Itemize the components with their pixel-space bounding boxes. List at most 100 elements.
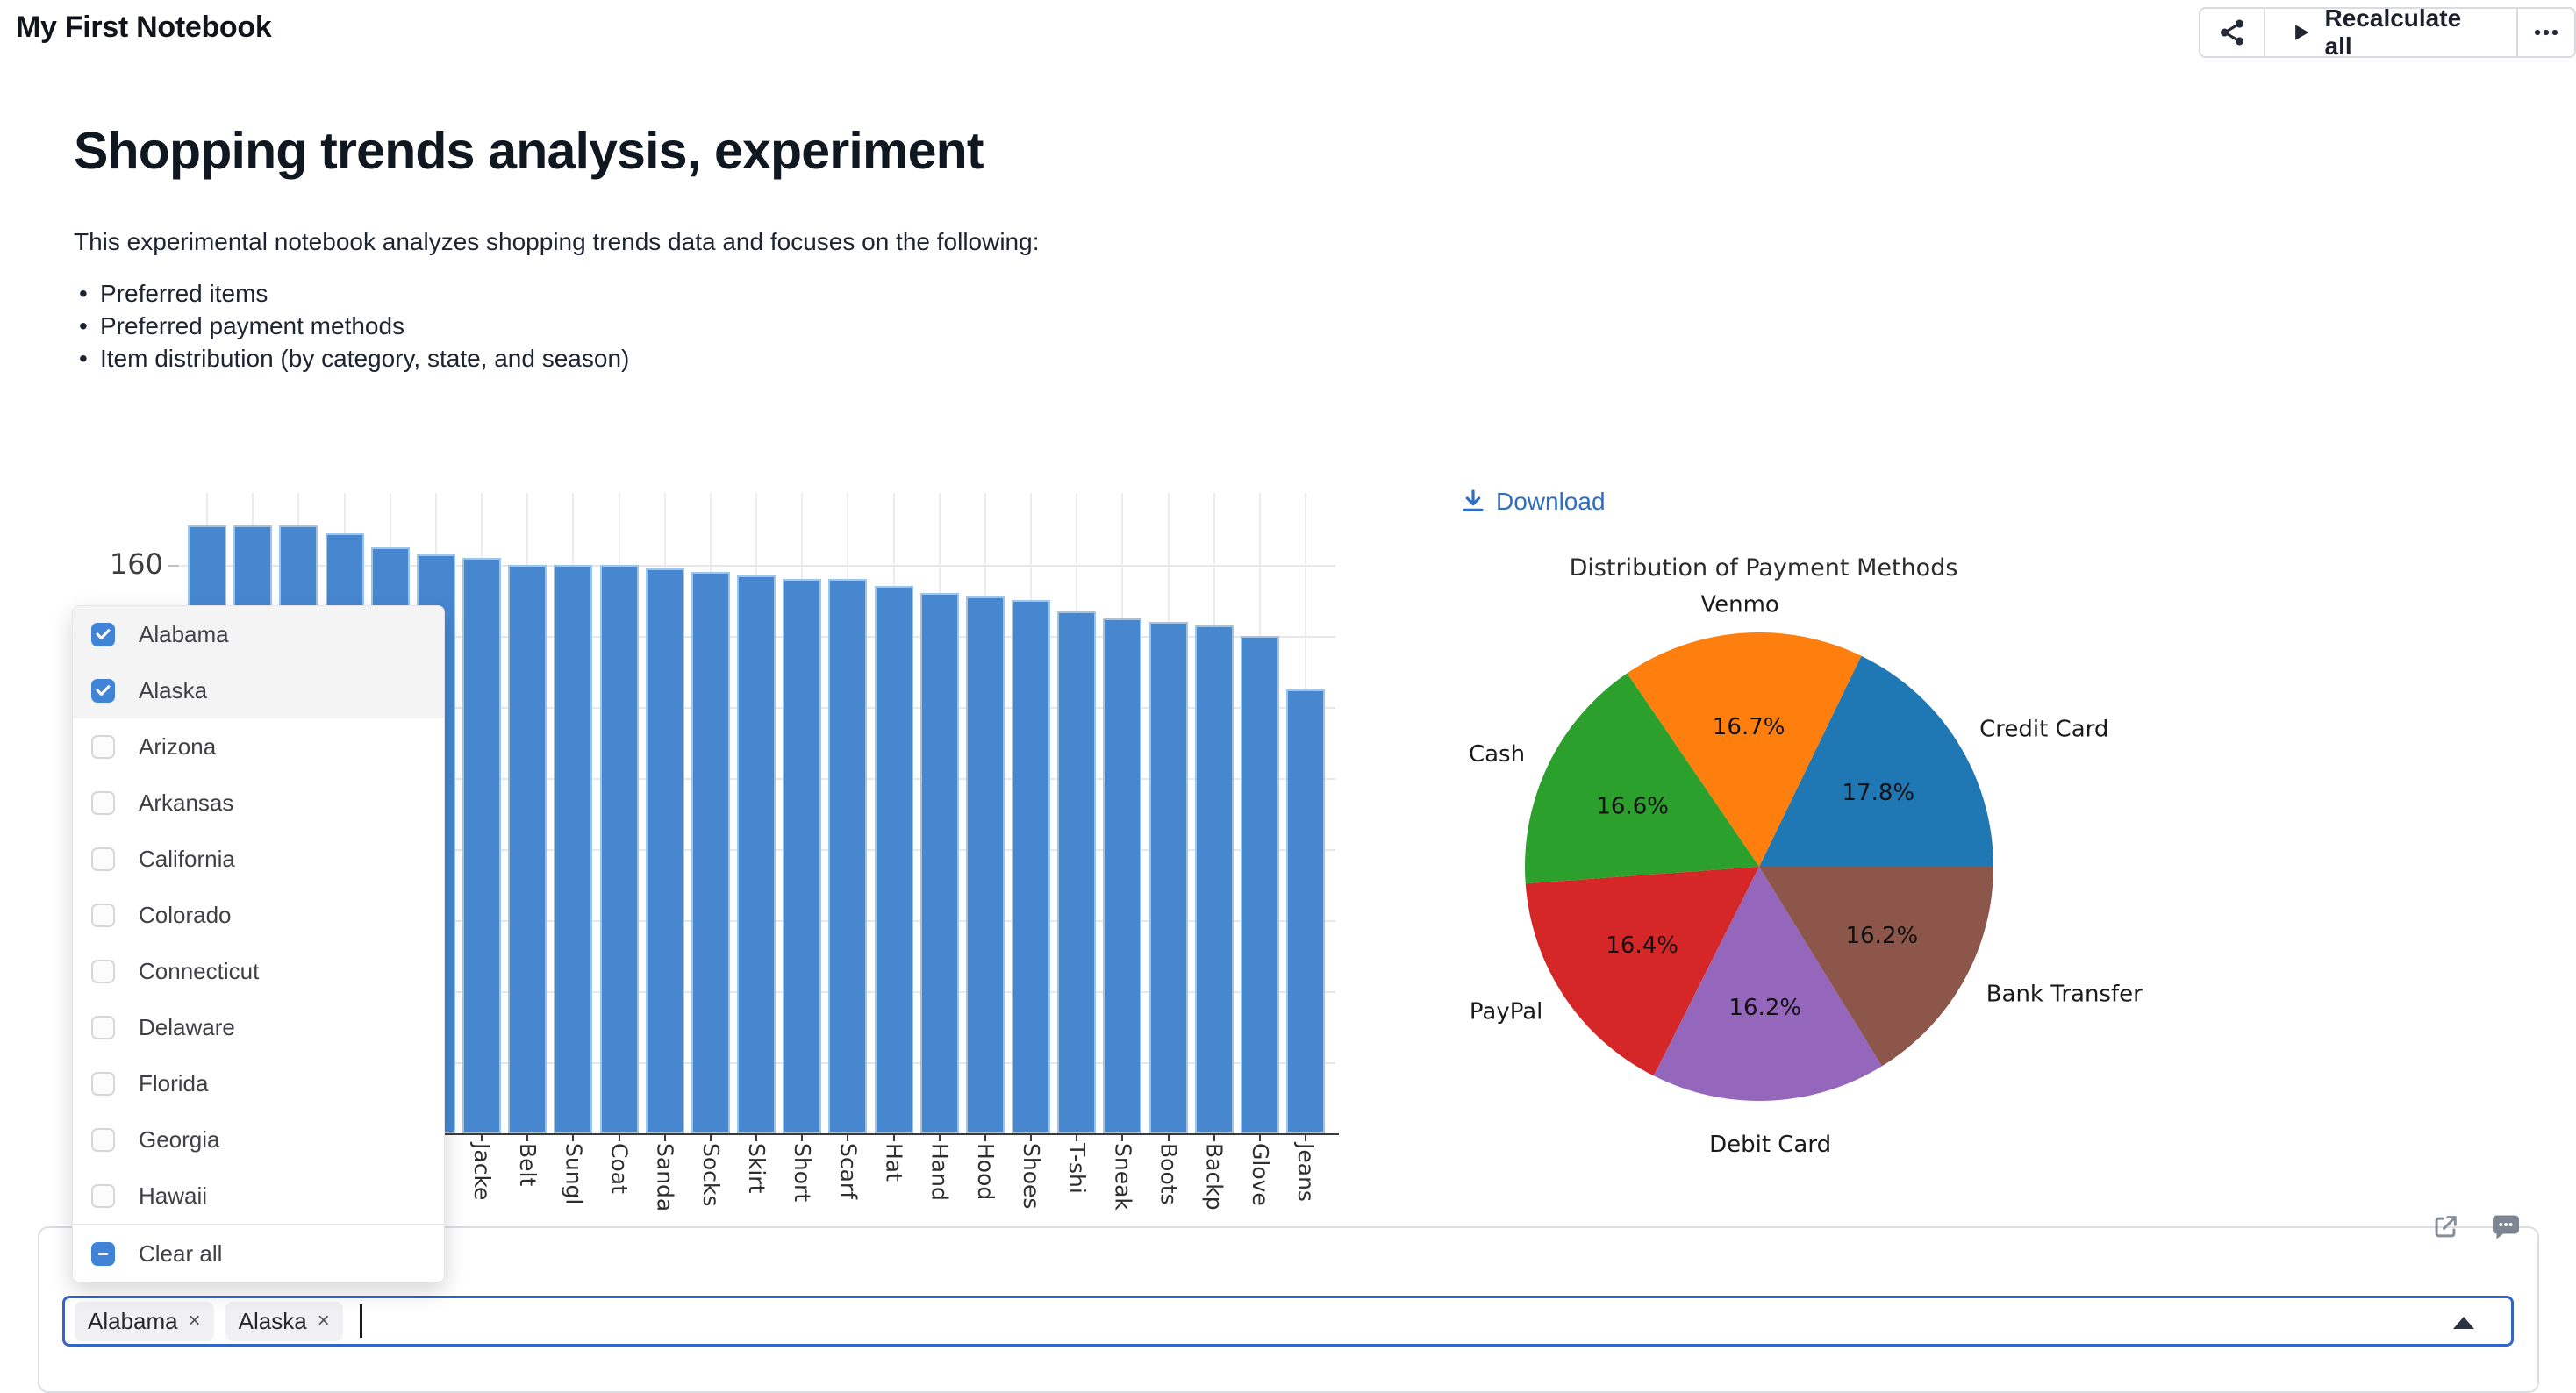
comment-icon[interactable] — [2490, 1211, 2522, 1243]
tag-remove-icon[interactable]: × — [188, 1309, 201, 1332]
y-tick — [168, 565, 179, 567]
x-tick — [1213, 1133, 1215, 1141]
checkbox-unchecked[interactable] — [91, 903, 115, 927]
x-tick-label: Glove — [1247, 1143, 1273, 1206]
x-tick — [984, 1133, 986, 1141]
bar — [599, 565, 639, 1133]
dropdown-option-hawaii[interactable]: Hawaii — [73, 1168, 444, 1224]
checkbox-unchecked[interactable] — [91, 790, 115, 815]
payment-methods-pie-chart: Distribution of Payment Methods 17.8% Cre… — [1439, 544, 2158, 1175]
bar — [1240, 636, 1279, 1133]
checkbox-unchecked[interactable] — [91, 1071, 115, 1096]
bullet-dot: • — [79, 280, 88, 307]
bar — [1103, 618, 1142, 1133]
dropdown-option-alaska[interactable]: Alaska — [73, 662, 444, 718]
dropdown-option-california[interactable]: California — [73, 831, 444, 887]
x-tick-label: Jeans — [1293, 1143, 1319, 1202]
x-tick-label: Socks — [698, 1143, 724, 1207]
dropdown-option-connecticut[interactable]: Connecticut — [73, 943, 444, 999]
play-icon — [2288, 20, 2313, 45]
dropdown-divider — [73, 1224, 444, 1225]
x-tick — [938, 1133, 941, 1141]
dropdown-option-label: California — [139, 845, 235, 872]
x-tick — [1121, 1133, 1124, 1141]
checkbox-checked[interactable] — [91, 678, 115, 703]
selected-tag-alabama[interactable]: Alabama × — [75, 1301, 214, 1341]
pie-slice — [1759, 867, 1993, 1067]
x-axis-line — [178, 1133, 1339, 1135]
dropdown-option-florida[interactable]: Florida — [73, 1055, 444, 1111]
x-tick — [1305, 1133, 1306, 1141]
dropdown-option-label: Alabama — [139, 620, 229, 647]
pie-percent-label: 16.6% — [1596, 793, 1669, 819]
checkbox-unchecked[interactable] — [91, 734, 115, 759]
cell-hover-actions — [2430, 1211, 2522, 1243]
checkbox-unchecked[interactable] — [91, 1015, 115, 1039]
bullet-dot: • — [79, 345, 88, 372]
x-tick — [572, 1133, 575, 1141]
x-tick-label: T-shi — [1064, 1143, 1091, 1194]
dropdown-option-delaware[interactable]: Delaware — [73, 999, 444, 1055]
intro-paragraph: This experimental notebook analyzes shop… — [74, 228, 1040, 255]
pie-slice — [1525, 867, 1759, 1076]
x-tick — [1076, 1133, 1078, 1141]
checkbox-unchecked[interactable] — [91, 847, 115, 871]
x-tick-label: Sneak — [1110, 1143, 1136, 1211]
x-tick-label: Boots — [1156, 1143, 1182, 1205]
tag-remove-icon[interactable]: × — [317, 1309, 330, 1332]
check-icon — [96, 684, 111, 696]
dropdown-option-colorado[interactable]: Colorado — [73, 887, 444, 943]
checkbox-unchecked[interactable] — [91, 959, 115, 983]
x-tick — [892, 1133, 895, 1141]
list-item: • Preferred items — [74, 277, 629, 310]
x-tick-label: Hand — [927, 1143, 953, 1201]
chevron-up-icon[interactable] — [2453, 1317, 2474, 1329]
list-item: • Item distribution (by category, state, … — [74, 342, 629, 375]
pie-slice-label: PayPal — [1470, 998, 1543, 1025]
dropdown-option-georgia[interactable]: Georgia — [73, 1111, 444, 1168]
selected-tag-alaska[interactable]: Alaska × — [225, 1301, 343, 1341]
dropdown-option-alabama[interactable]: Alabama — [73, 606, 444, 662]
bar — [783, 579, 822, 1133]
download-icon — [1459, 488, 1487, 516]
x-tick — [1167, 1133, 1170, 1141]
dropdown-option-label: Alaska — [139, 676, 208, 704]
dropdown-option-arkansas[interactable]: Arkansas — [73, 775, 444, 831]
pie-slice-label: Debit Card — [1709, 1132, 1831, 1158]
dropdown-option-label: Connecticut — [139, 957, 260, 984]
bar — [1286, 689, 1325, 1133]
pie-slice — [1627, 632, 1862, 867]
tag-label: Alabama — [88, 1307, 178, 1334]
gridline-horizontal — [180, 565, 1335, 567]
recalculate-all-button[interactable]: Recalculate all — [2265, 4, 2517, 60]
x-tick-label: Shoes — [1019, 1143, 1044, 1210]
bar — [1194, 625, 1234, 1133]
open-external-icon[interactable] — [2430, 1212, 2460, 1242]
bar — [919, 593, 959, 1133]
x-tick-label: Backp — [1201, 1143, 1227, 1211]
x-tick-label: Belt — [515, 1143, 541, 1187]
x-tick-label: Hood — [972, 1143, 998, 1201]
x-tick — [1258, 1133, 1261, 1141]
x-tick — [847, 1133, 849, 1141]
share-button[interactable] — [2200, 9, 2265, 56]
pie-chart-canvas: 17.8% Credit Card 16.7% Venmo 16.6% Cash 16.4%… — [1469, 591, 2143, 1158]
more-options-button[interactable] — [2516, 9, 2574, 56]
download-label: Download — [1496, 488, 1606, 515]
topbar-actions: Recalculate all — [2199, 4, 2576, 60]
checkbox-checked[interactable] — [91, 622, 115, 646]
clear-all-option[interactable]: Clear all — [73, 1225, 444, 1282]
state-multiselect-input[interactable]: Alabama × Alaska × — [62, 1296, 2514, 1347]
list-item: • Preferred payment methods — [74, 310, 629, 342]
checkbox-unchecked[interactable] — [91, 1183, 115, 1208]
x-tick — [526, 1133, 529, 1141]
page-title: Shopping trends analysis, experiment — [74, 122, 984, 180]
checkbox-indeterminate[interactable] — [91, 1241, 115, 1266]
x-tick — [755, 1133, 757, 1141]
checkbox-unchecked[interactable] — [91, 1127, 115, 1152]
recalculate-all-label: Recalculate all — [2324, 4, 2462, 60]
bar — [828, 579, 868, 1133]
bar — [1057, 611, 1097, 1133]
download-link[interactable]: Download — [1459, 488, 1606, 516]
dropdown-option-arizona[interactable]: Arizona — [73, 718, 444, 775]
